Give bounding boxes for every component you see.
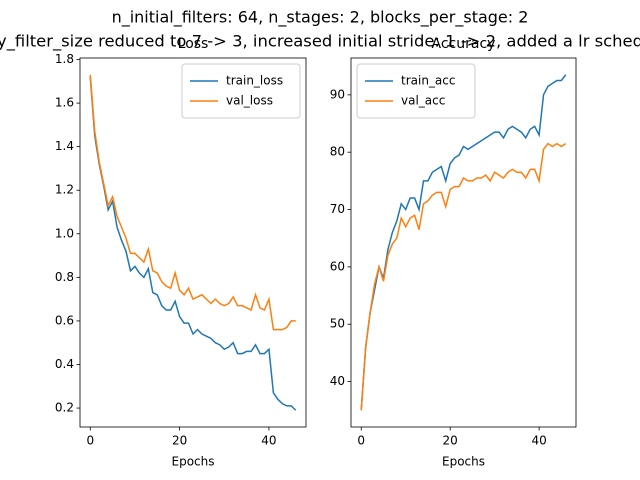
y-tick-label: 80 [330, 145, 345, 159]
legend-box [181, 63, 301, 119]
x-tick-label: 40 [531, 434, 546, 448]
y-tick-label: 0.6 [55, 313, 74, 327]
x-tick-label: 0 [86, 434, 94, 448]
legend-label: val_acc [401, 94, 445, 108]
subplot-title: Loss [178, 36, 209, 52]
figure-subtitle: y_filter_size reduced to 7 -> 3, increas… [0, 32, 640, 52]
y-tick-label: 60 [330, 259, 345, 273]
legend-label: train_acc [401, 74, 455, 88]
y-tick-label: 70 [330, 202, 345, 216]
y-tick-label: 1.6 [55, 96, 74, 110]
y-tick-label: 90 [330, 87, 345, 101]
y-tick-label: 1.0 [55, 226, 74, 240]
y-tick-label: 1.4 [55, 139, 74, 153]
x-tick-label: 20 [172, 434, 187, 448]
legend-label: val_loss [226, 94, 273, 108]
y-tick-label: 40 [330, 374, 345, 388]
y-tick-label: 1.2 [55, 183, 74, 197]
legend-box [356, 63, 476, 119]
y-tick-label: 1.8 [55, 52, 74, 66]
y-tick-label: 0.2 [55, 401, 74, 415]
plot-frame [79, 57, 307, 428]
y-tick-label: 50 [330, 317, 345, 331]
line-series [360, 74, 567, 411]
x-tick-label: 40 [261, 434, 276, 448]
legend-label: train_loss [226, 74, 283, 88]
x-tick-label: 0 [357, 434, 365, 448]
figure-title: n_initial_filters: 64, n_stages: 2, bloc… [112, 8, 529, 28]
line-series [360, 142, 567, 411]
y-tick-label: 0.4 [55, 357, 74, 371]
plot-frame [350, 57, 577, 428]
x-tick-label: 20 [443, 434, 458, 448]
line-series [89, 74, 296, 331]
line-series [89, 76, 297, 411]
y-tick-label: 0.8 [55, 270, 74, 284]
x-axis-label: Epochs [442, 455, 485, 469]
subplot-title: Accuracy [432, 36, 496, 52]
x-axis-label: Epochs [172, 455, 215, 469]
